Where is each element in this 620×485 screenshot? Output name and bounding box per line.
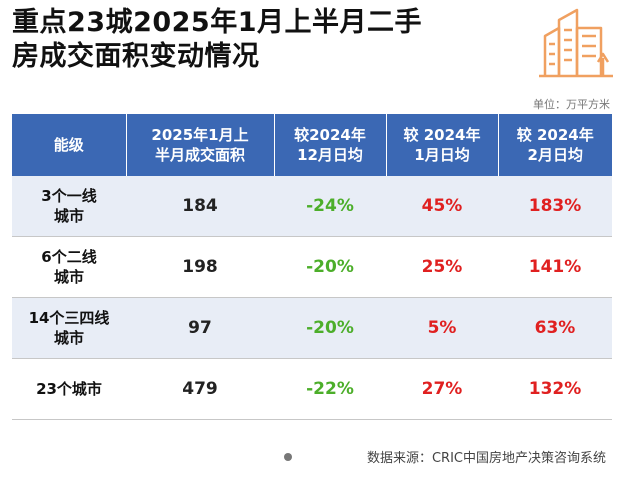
level-cell: 6个二线 城市 <box>12 236 126 298</box>
vs-feb-cell: 63% <box>498 297 612 359</box>
table-row: 23个城市 479 -22% 27% 132% <box>12 358 612 420</box>
source-note: 数据来源：CRIC中国房地产决策咨询系统 <box>366 451 606 466</box>
vs-dec-cell: -20% <box>274 236 386 298</box>
bullet-dot <box>284 453 292 461</box>
unit-label: 单位：万平方米 <box>533 98 610 111</box>
level-cell: 23个城市 <box>12 358 126 420</box>
table-row: 3个一线 城市 184 -24% 45% 183% <box>12 176 612 237</box>
header-vs-jan: 较 2024年 1月日均 <box>386 114 499 176</box>
table-row: 6个二线 城市 198 -20% 25% 141% <box>12 236 612 298</box>
vs-dec-cell: -22% <box>274 358 386 420</box>
header-area: 2025年1月上 半月成交面积 <box>126 114 275 176</box>
vs-dec-cell: -20% <box>274 297 386 359</box>
vs-feb-cell: 141% <box>498 236 612 298</box>
level-cell: 14个三四线 城市 <box>12 297 126 359</box>
building-icon <box>539 8 613 78</box>
page-title: 重点23城2025年1月上半月二手 房成交面积变动情况 <box>12 6 532 74</box>
area-cell: 198 <box>126 236 274 298</box>
vs-jan-cell: 5% <box>386 297 498 359</box>
vs-jan-cell: 27% <box>386 358 498 420</box>
table-row: 14个三四线 城市 97 -20% 5% 63% <box>12 297 612 359</box>
area-cell: 479 <box>126 358 274 420</box>
header-vs-dec: 较2024年 12月日均 <box>274 114 387 176</box>
area-cell: 184 <box>126 176 274 237</box>
header-level: 能级 <box>12 114 127 176</box>
vs-jan-cell: 25% <box>386 236 498 298</box>
vs-feb-cell: 132% <box>498 358 612 420</box>
vs-dec-cell: -24% <box>274 176 386 237</box>
data-table: 能级 2025年1月上 半月成交面积 较2024年 12月日均 较 2024年 1月日… <box>12 114 612 420</box>
title-line-2: 房成交面积变动情况 <box>12 41 260 72</box>
area-cell: 97 <box>126 297 274 359</box>
header-vs-feb: 较 2024年 2月日均 <box>498 114 612 176</box>
vs-jan-cell: 45% <box>386 176 498 237</box>
table-header-row: 能级 2025年1月上 半月成交面积 较2024年 12月日均 较 2024年 1月日… <box>12 114 612 176</box>
level-cell: 3个一线 城市 <box>12 176 126 237</box>
vs-feb-cell: 183% <box>498 176 612 237</box>
title-line-1: 重点23城2025年1月上半月二手 <box>12 7 423 38</box>
